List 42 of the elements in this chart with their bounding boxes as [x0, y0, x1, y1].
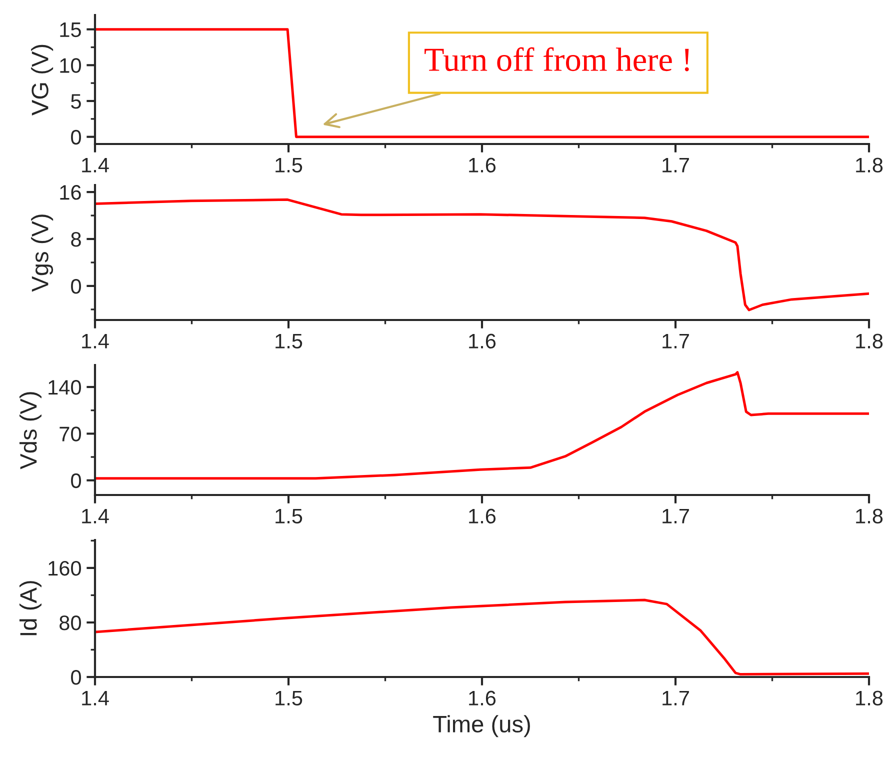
y-tick-label: 10: [60, 58, 81, 73]
x-tick-label: 1.7: [662, 508, 689, 524]
x-tick-label: 1.4: [82, 158, 109, 172]
x-tick-label: 1.8: [856, 158, 883, 172]
x-tick-label: 1.8: [856, 334, 883, 348]
x-tick-label: 1.4: [82, 690, 109, 706]
y-tick-label: 0: [71, 278, 81, 294]
x-tick-label: 1.8: [856, 508, 883, 524]
y-tick-label: 0: [71, 130, 81, 145]
y-tick-label: 160: [48, 560, 81, 576]
y-axis-title: Vgs (V): [31, 214, 54, 292]
y-tick-label: 8: [71, 232, 81, 247]
line-series: [95, 598, 869, 676]
x-tick-label: 1.6: [469, 334, 496, 348]
y-tick-label: 70: [60, 426, 81, 442]
y-axis-title: Vds (V): [19, 392, 42, 470]
annotation: Turn off from here !: [424, 47, 689, 72]
x-tick-label: 1.6: [469, 158, 496, 172]
x-tick-label: 1.4: [82, 334, 109, 348]
x-tick-label: 1.4: [82, 508, 109, 524]
line-series: [95, 371, 869, 480]
x-tick-label: 1.7: [662, 690, 689, 706]
y-axis-title: VG (V): [31, 44, 54, 116]
y-tick-label: 5: [71, 94, 81, 109]
y-tick-label: 0: [71, 473, 81, 488]
x-axis-title: Time (us): [433, 715, 530, 738]
x-tick-label: 1.5: [276, 334, 302, 348]
x-tick-label: 1.5: [276, 158, 302, 172]
x-tick-label: 1.8: [856, 690, 883, 706]
x-tick-label: 1.5: [276, 690, 302, 706]
x-tick-label: 1.7: [662, 334, 689, 348]
y-tick-label: 80: [60, 615, 81, 630]
y-tick-label: 140: [48, 380, 81, 395]
y-tick-label: 0: [71, 670, 81, 685]
x-tick-label: 1.5: [276, 508, 302, 524]
y-tick-label: 15: [60, 22, 81, 38]
x-tick-label: 1.7: [662, 158, 689, 172]
line-series: [95, 198, 869, 312]
x-tick-label: 1.6: [469, 508, 496, 524]
y-axis-title: Id (A): [19, 581, 42, 636]
x-tick-label: 1.6: [469, 690, 496, 706]
y-tick-label: 16: [60, 185, 81, 200]
